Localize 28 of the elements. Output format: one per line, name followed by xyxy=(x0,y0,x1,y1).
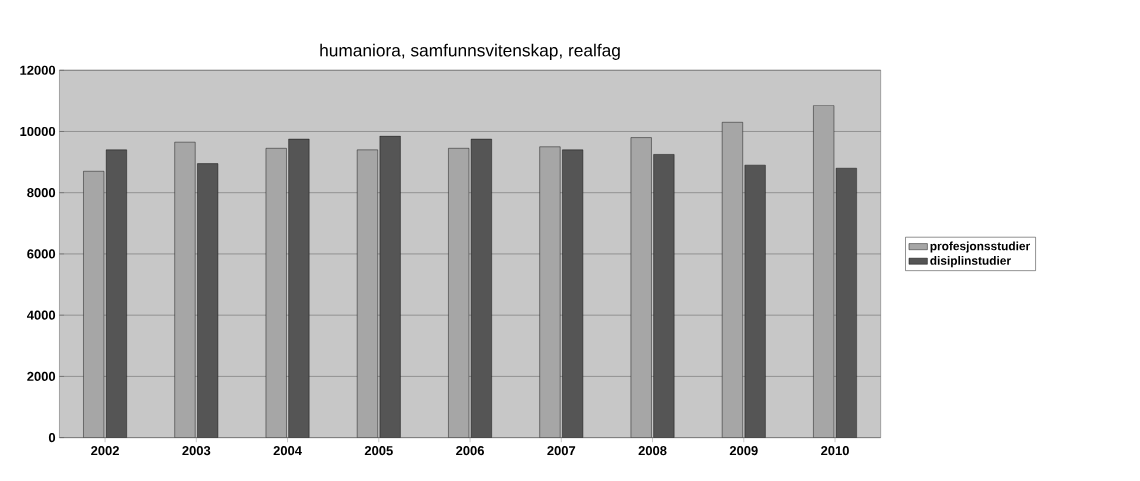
x-tick-label: 2008 xyxy=(638,446,667,456)
x-tick-label: 2010 xyxy=(821,446,849,456)
bar xyxy=(83,171,105,438)
bar xyxy=(265,148,287,438)
x-tick-label: 2007 xyxy=(547,446,576,456)
y-tick-label: 0 xyxy=(48,433,56,443)
x-tick-label: 2006 xyxy=(456,446,484,456)
y-tick-label: 4000 xyxy=(26,310,56,320)
y-tick-label: 10000 xyxy=(20,126,56,137)
y-tick-label: 6000 xyxy=(27,249,56,259)
y-tick-label: 2000 xyxy=(27,371,56,382)
y-tick-label: 12000 xyxy=(20,65,56,75)
bar xyxy=(539,146,561,438)
legend-label: disiplinstudier xyxy=(930,256,1011,268)
x-tick-label: 2004 xyxy=(273,446,302,456)
x-tick-label: 2005 xyxy=(364,446,393,456)
bar xyxy=(630,137,652,438)
bar xyxy=(356,149,378,438)
chart-title: humaniora, samfunnsvitenskap, realfag xyxy=(320,43,620,61)
x-tick-label: 2003 xyxy=(182,446,211,456)
bar xyxy=(448,148,470,438)
y-tick-label: 8000 xyxy=(27,188,56,198)
x-tick-label: 2009 xyxy=(729,446,758,456)
bar xyxy=(813,105,835,438)
bar xyxy=(174,142,196,438)
x-tick-label: 2002 xyxy=(91,446,119,456)
legend-label: profesjonsstudier xyxy=(930,241,1030,253)
bar xyxy=(721,122,743,438)
